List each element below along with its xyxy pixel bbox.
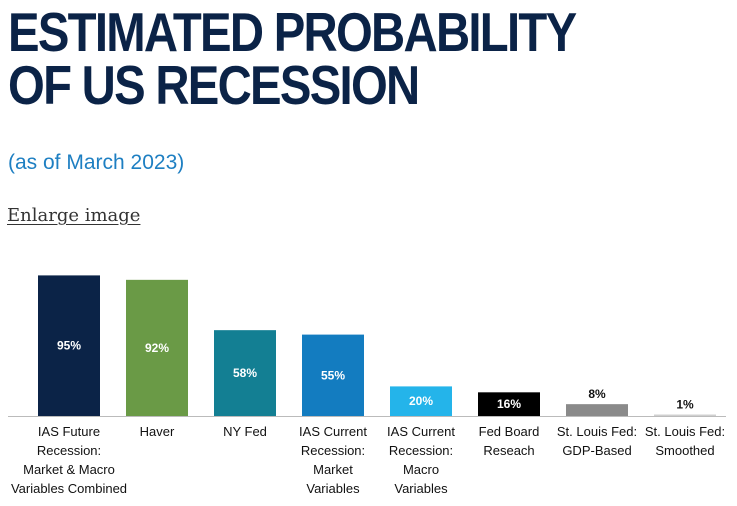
bar-value-label-2: 92% xyxy=(145,341,169,355)
category-label-line: St. Louis Fed: xyxy=(645,424,725,439)
bar-3 xyxy=(214,330,276,416)
category-label-4: IAS Current Recession: Market Variables xyxy=(299,424,367,496)
bar-value-label-7: 8% xyxy=(588,387,606,401)
bar-value-label-8: 1% xyxy=(676,398,694,412)
category-label-line: NY Fed xyxy=(223,424,267,439)
category-label-1: IAS Future Recession: Market & Macro Variab… xyxy=(11,424,127,496)
category-label-line: Variables xyxy=(394,481,448,496)
bar-4 xyxy=(302,334,364,416)
category-label-line: GDP-Based xyxy=(562,443,631,458)
category-label-line: Market & Macro xyxy=(23,462,115,477)
category-label-5: IAS Current Recession: Macro Variables xyxy=(387,424,455,496)
category-label-line: IAS Current xyxy=(387,424,455,439)
bar-value-label-6: 16% xyxy=(497,397,521,411)
category-label-line: Haver xyxy=(140,424,175,439)
bar-value-label-1: 95% xyxy=(57,339,81,353)
bar-8 xyxy=(654,414,716,416)
category-label-line: Recession: xyxy=(301,443,365,458)
category-label-line: IAS Current xyxy=(299,424,367,439)
bar-2 xyxy=(126,279,188,416)
category-label-line: Reseach xyxy=(483,443,534,458)
bar-6 xyxy=(478,392,540,416)
category-label-line: Variables xyxy=(306,481,360,496)
category-label-7: St. Louis Fed: GDP-Based xyxy=(557,424,637,458)
category-label-line: Macro xyxy=(403,462,439,477)
chart-subtitle: (as of March 2023) xyxy=(8,151,185,174)
category-label-line: St. Louis Fed: xyxy=(557,424,637,439)
bar-5 xyxy=(390,386,452,416)
category-label-line: Smoothed xyxy=(655,443,714,458)
category-label-line: IAS Future xyxy=(38,424,100,439)
enlarge-image-link[interactable]: Enlarge image xyxy=(7,205,141,226)
bar-value-label-3: 58% xyxy=(233,366,257,380)
bars-group xyxy=(38,275,716,416)
chart-title: ESTIMATED PROBABILITY OF US RECESSION xyxy=(8,1,576,116)
bar-1 xyxy=(38,275,100,416)
category-label-8: St. Louis Fed: Smoothed xyxy=(645,424,725,458)
bar-value-label-5: 20% xyxy=(409,394,433,408)
category-label-line: Recession: xyxy=(389,443,453,458)
labels-group: 95% IAS Future Recession: Market & Macro Var… xyxy=(11,339,725,496)
bar-7 xyxy=(566,404,628,416)
category-label-line: Recession: xyxy=(37,443,101,458)
category-label-6: Fed Board Reseach xyxy=(479,424,540,458)
category-label-line: Market xyxy=(313,462,353,477)
category-label-line: Variables Combined xyxy=(11,481,127,496)
category-label-3: NY Fed xyxy=(223,424,267,439)
category-label-line: Fed Board xyxy=(479,424,540,439)
category-label-2: Haver xyxy=(140,424,175,439)
bar-value-label-4: 55% xyxy=(321,368,345,382)
